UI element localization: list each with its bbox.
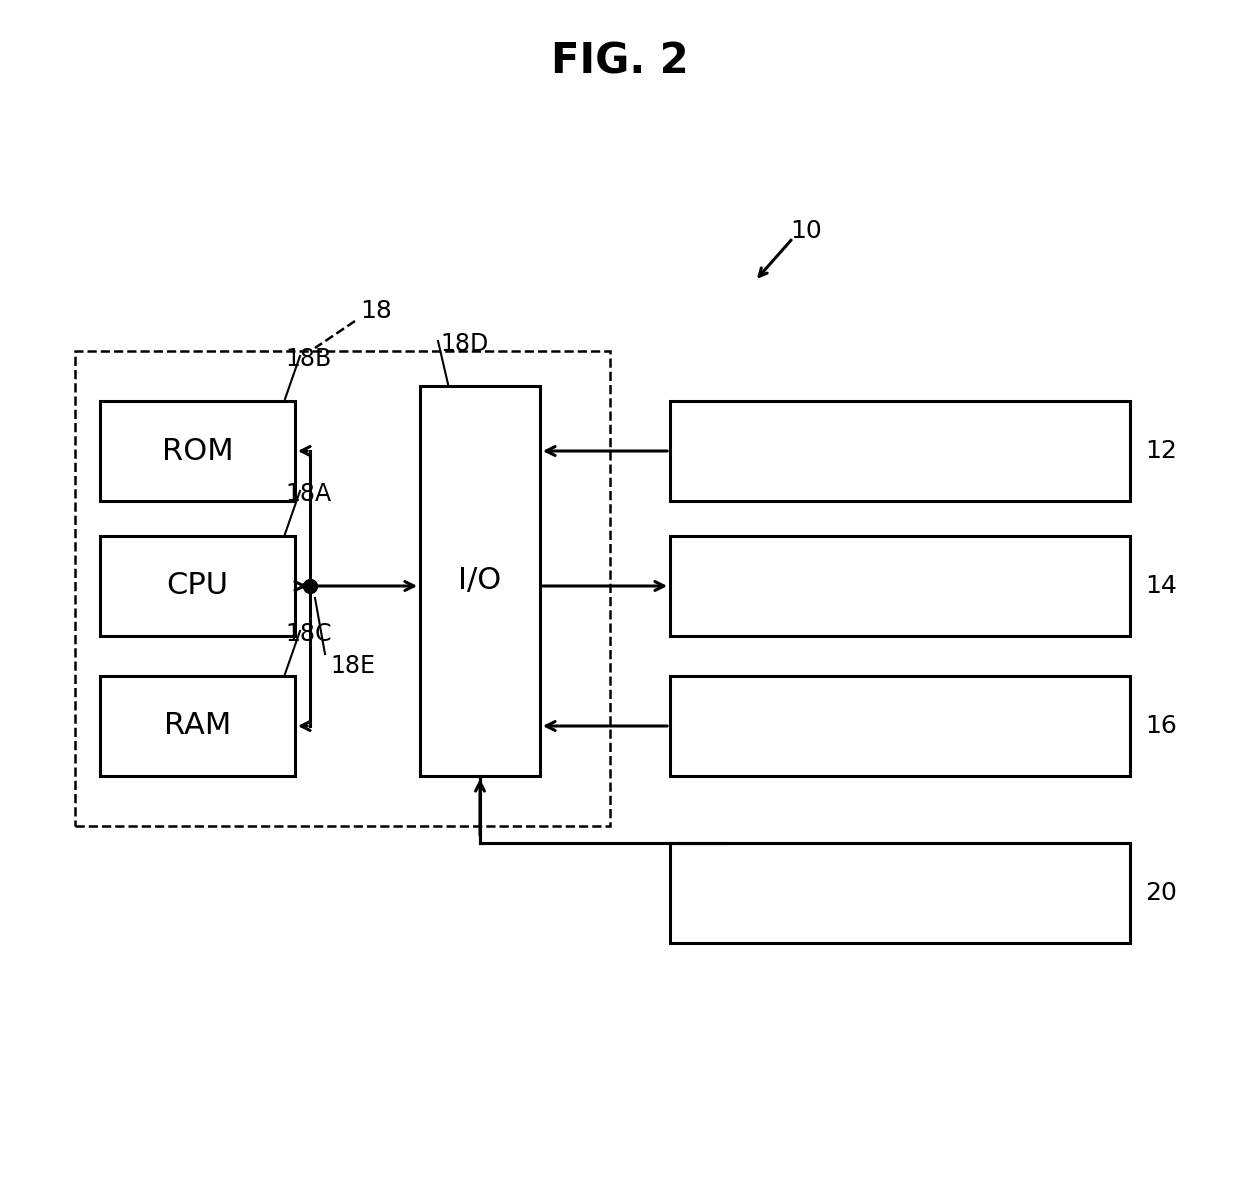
Bar [420,386,539,777]
Text: 14: 14 [1145,574,1177,598]
Text: 18D: 18D [440,332,489,356]
Text: 16: 16 [1145,713,1177,738]
Text: 10: 10 [790,219,822,243]
Text: 18: 18 [360,299,392,323]
Text: ROM: ROM [161,436,233,466]
Bar [100,401,295,501]
Text: 18C: 18C [285,622,331,646]
Bar [670,843,1130,943]
Text: 18B: 18B [285,347,331,372]
Text: RAM: RAM [164,711,231,741]
Text: I/O: I/O [459,567,502,596]
Text: 12: 12 [1145,439,1177,463]
Text: 18E: 18E [330,654,374,678]
Bar [670,676,1130,777]
Text: FIG. 2: FIG. 2 [552,40,688,82]
Bar [100,676,295,777]
Text: 20: 20 [1145,881,1177,905]
Text: 18A: 18A [285,482,331,506]
Text: CPU: CPU [166,572,228,600]
Bar [670,536,1130,636]
Bar [100,536,295,636]
Bar [670,401,1130,501]
Bar [74,351,610,827]
